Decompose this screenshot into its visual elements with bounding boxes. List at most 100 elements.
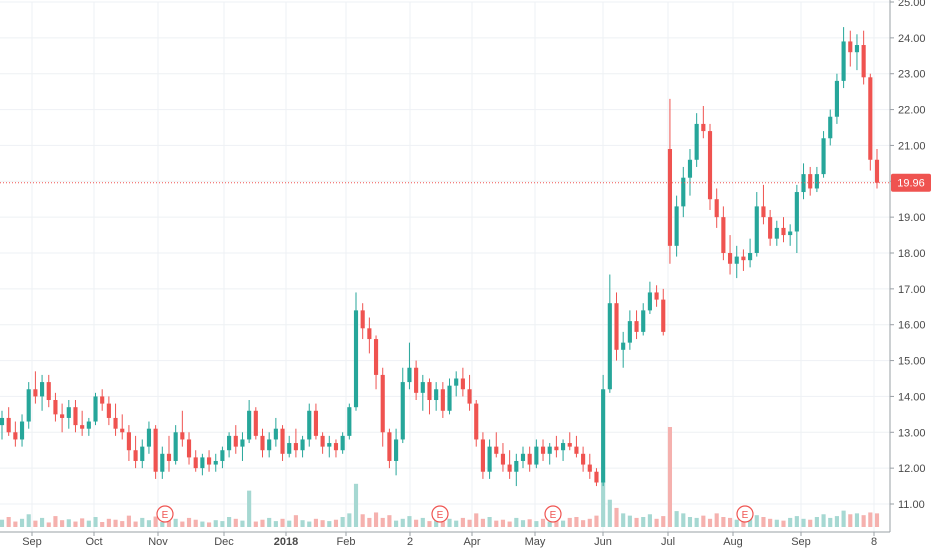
volume-bar — [494, 520, 499, 527]
volume-bar — [828, 517, 833, 527]
volume-bar — [220, 521, 225, 527]
volume-bar — [734, 519, 739, 527]
candle-body — [367, 328, 372, 340]
y-tick-label: 12.00 — [898, 463, 926, 475]
volume-bar — [427, 521, 432, 527]
candle-body — [106, 403, 111, 418]
candle-body — [260, 435, 265, 451]
candle-body — [614, 303, 619, 350]
volume-bar — [200, 521, 205, 527]
y-tick-label: 19.00 — [898, 212, 926, 224]
candle-body — [854, 45, 860, 53]
y-tick-label: 24.00 — [898, 33, 926, 45]
y-tick-label: 16.00 — [898, 320, 926, 332]
candle-body — [674, 206, 679, 246]
volume-bar — [594, 515, 599, 527]
candle-body — [394, 439, 399, 461]
volume-bar — [460, 517, 465, 527]
volume-bar — [587, 518, 592, 527]
candle-body — [607, 303, 612, 390]
y-tick-label: 11.00 — [898, 499, 925, 511]
volume-bar — [614, 507, 619, 527]
volume-bar — [848, 514, 853, 527]
candle-body — [333, 443, 339, 451]
candle-body — [707, 131, 713, 200]
volume-bar — [748, 518, 753, 527]
candle-body — [460, 378, 465, 390]
volume-bar — [66, 519, 71, 527]
volume-bar — [80, 518, 85, 527]
volume-bar — [233, 518, 238, 527]
candle-body — [427, 382, 432, 401]
candle-body — [60, 414, 65, 418]
volume-bar — [73, 521, 78, 527]
volume-bar — [447, 518, 452, 527]
candle-body — [233, 435, 238, 447]
volume-bar — [367, 517, 372, 527]
y-tick-label: 22.00 — [898, 105, 926, 117]
candle-body — [373, 339, 379, 375]
volume-bar — [240, 520, 245, 527]
volume-bar — [520, 520, 526, 527]
volume-bar — [687, 517, 693, 527]
candle-body — [146, 428, 152, 447]
volume-bar — [253, 521, 258, 527]
volume-bar — [193, 519, 198, 527]
candle-body — [19, 421, 25, 440]
candle-body — [494, 446, 499, 454]
volume-bar — [333, 519, 339, 527]
x-tick-label: Apr — [463, 536, 480, 548]
volume-bar — [360, 514, 365, 527]
volume-bar — [53, 516, 58, 527]
candle-body — [547, 446, 552, 454]
candle-body — [420, 382, 425, 393]
x-tick-label: Dec — [214, 536, 234, 548]
volume-bar — [19, 518, 25, 527]
candle-body — [73, 407, 78, 426]
candle-body — [801, 174, 806, 193]
x-tick-label: Aug — [723, 536, 743, 548]
candle-body — [567, 443, 572, 447]
candle-body — [126, 432, 131, 451]
y-tick-label: 13.00 — [898, 427, 926, 439]
volume-bar — [247, 490, 252, 527]
volume-bar — [166, 520, 172, 527]
candle-body — [213, 460, 218, 465]
volume-bar — [761, 517, 766, 527]
candle-body — [173, 432, 178, 461]
candle-body — [841, 41, 846, 81]
candle-body — [347, 407, 352, 436]
candle-body — [100, 396, 105, 404]
volume-bar — [694, 517, 699, 527]
volume-bar — [741, 520, 746, 527]
candle-body — [667, 149, 673, 246]
candle-body — [701, 123, 706, 132]
candle-body — [474, 403, 479, 440]
candle-body — [514, 460, 519, 472]
candle-body — [661, 299, 666, 332]
last-price-tag: 19.96 — [891, 173, 931, 192]
volume-bar — [714, 513, 719, 527]
candle-body — [86, 421, 91, 429]
volume-bar — [407, 516, 412, 527]
volume-bar — [487, 517, 492, 527]
volume-bar — [227, 517, 232, 527]
volume-bar — [768, 518, 773, 527]
volume-bar — [153, 516, 158, 527]
volume-bar — [721, 517, 726, 527]
candle-body — [507, 464, 512, 472]
candle-body — [193, 457, 198, 469]
candle-body — [166, 453, 172, 461]
candle-body — [794, 192, 799, 232]
candle-body — [540, 446, 546, 454]
volume-bar — [113, 519, 118, 527]
volume-bar — [681, 513, 686, 527]
volume-bar — [353, 483, 359, 527]
y-tick-label: 17.00 — [898, 284, 926, 296]
volume-bar — [514, 517, 519, 527]
x-tick-label: Sep — [791, 536, 811, 548]
volume-bar — [554, 519, 559, 527]
candle-body — [400, 382, 405, 440]
